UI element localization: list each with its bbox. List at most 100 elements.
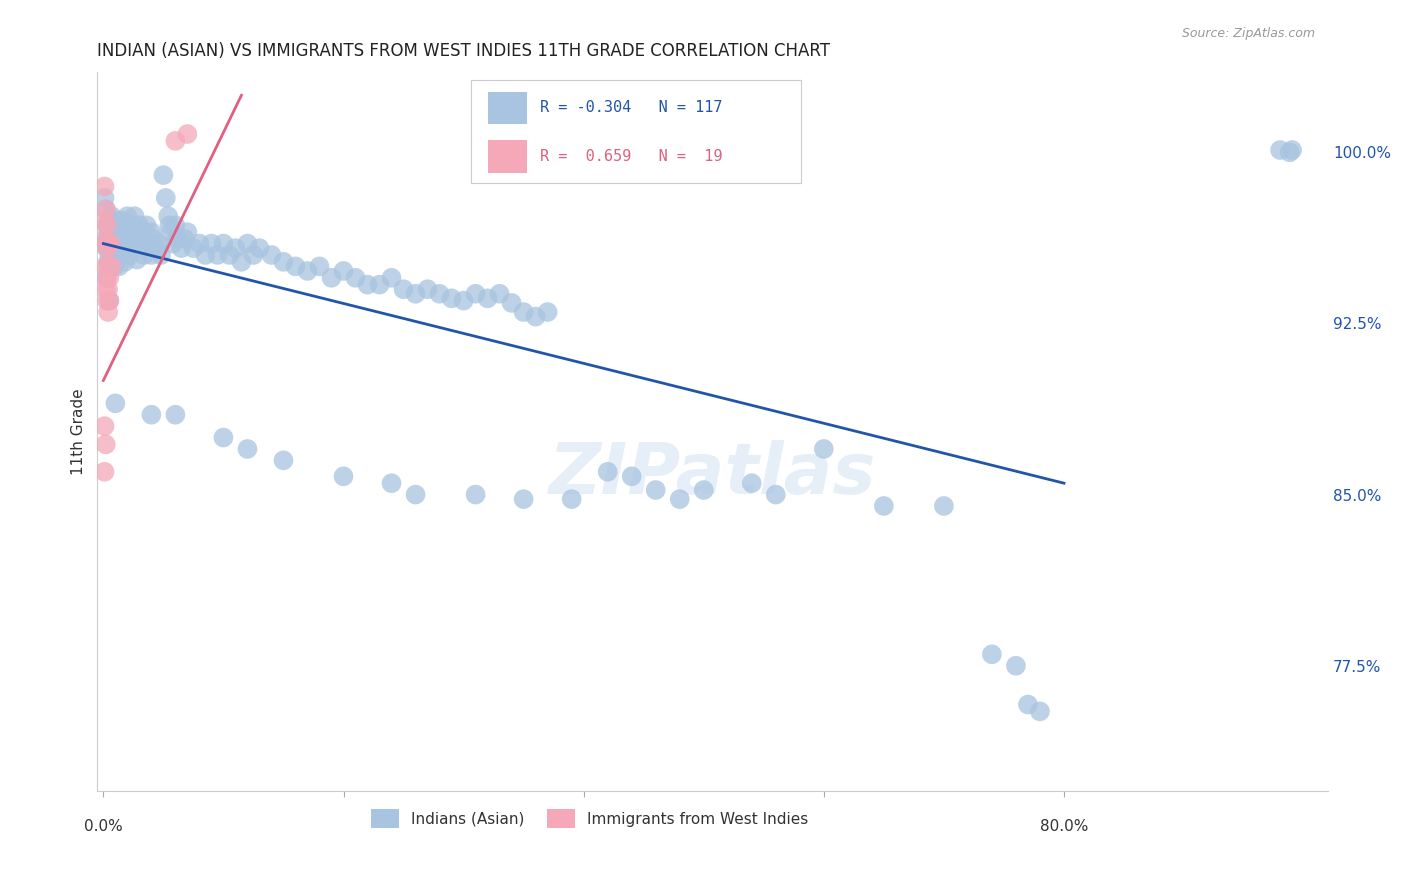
Point [101,219,124,233]
Point [813,442,835,456]
Point [97,236,120,251]
Point [152,168,174,182]
Point [145,241,167,255]
Point [96,219,118,233]
Point [110,219,132,233]
Point [96,241,118,255]
Point [368,277,391,292]
Point [218,248,240,262]
Point [105,225,128,239]
Text: R = -0.304   N = 117: R = -0.304 N = 117 [540,101,723,115]
Point [392,282,415,296]
Text: 80.0%: 80.0% [1040,819,1088,834]
Point [121,219,143,233]
Point [93,465,115,479]
Point [416,282,439,296]
Point [138,236,160,251]
Point [94,202,117,217]
Point [97,255,120,269]
Point [124,209,146,223]
Point [101,248,124,262]
Point [1029,704,1052,718]
Point [464,286,486,301]
Point [284,260,307,274]
Point [207,248,229,262]
Point [405,286,427,301]
Point [501,296,523,310]
Point [114,219,136,233]
Point [117,209,139,223]
Point [100,241,122,255]
Point [121,241,143,255]
Point [97,225,120,239]
Point [94,437,117,451]
Point [141,408,163,422]
Point [142,232,165,246]
Point [344,270,367,285]
Point [125,252,148,267]
Point [148,236,170,251]
Point [162,236,184,251]
Text: 0.0%: 0.0% [84,819,122,834]
Point [1278,145,1301,160]
Point [94,260,117,274]
Point [174,232,197,246]
Point [165,219,187,233]
Point [405,487,427,501]
Point [125,225,148,239]
Point [440,291,463,305]
Point [94,282,117,296]
Point [380,270,402,285]
Point [159,225,181,239]
Point [561,492,583,507]
Point [620,469,643,483]
Point [477,291,499,305]
Point [308,260,330,274]
Point [112,225,135,239]
Point [380,476,402,491]
Point [693,483,716,497]
Point [114,255,136,269]
Point [273,255,295,269]
Point [260,248,283,262]
Point [231,255,253,269]
Point [105,255,128,269]
Point [93,236,115,251]
Point [107,219,129,233]
Point [108,260,131,274]
Point [150,248,173,262]
Point [104,396,127,410]
Point [108,232,131,246]
Point [321,270,343,285]
Point [332,469,354,483]
Point [1017,698,1039,712]
Point [166,232,188,246]
Point [224,241,246,255]
Point [115,225,138,239]
Point [118,225,141,239]
Point [932,499,955,513]
Point [100,236,122,251]
Point [141,225,163,239]
Point [117,236,139,251]
Point [110,241,132,255]
Point [488,286,510,301]
Point [273,453,295,467]
Point [524,310,547,324]
Legend: Indians (Asian), Immigrants from West Indies: Indians (Asian), Immigrants from West In… [366,803,814,834]
Point [297,264,319,278]
Point [97,282,120,296]
Point [176,127,198,141]
Point [93,191,115,205]
Point [111,236,134,251]
Point [332,264,354,278]
Point [165,134,187,148]
Point [98,270,121,285]
Point [98,293,121,308]
Text: R =  0.659   N =  19: R = 0.659 N = 19 [540,149,723,164]
Point [236,236,259,251]
Point [100,260,122,274]
Point [141,248,163,262]
Point [668,492,690,507]
Point [200,236,222,251]
